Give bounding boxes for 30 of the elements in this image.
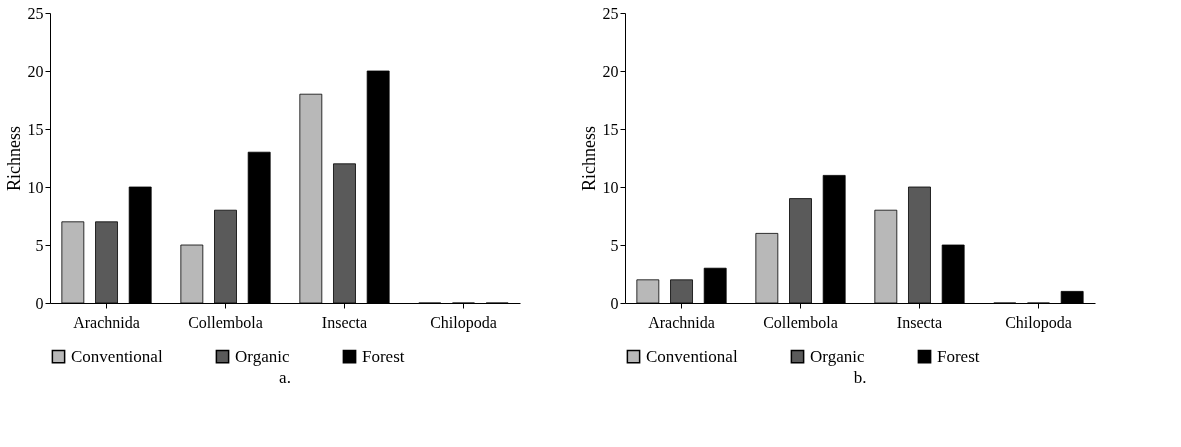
y-tick-label: 15 xyxy=(602,120,619,138)
y-tick-label: 25 xyxy=(602,4,619,22)
x-tick-label: Insecta xyxy=(321,313,368,331)
text: b. xyxy=(853,368,867,387)
legend-label: Forest xyxy=(937,346,980,366)
legend-label: Organic xyxy=(810,346,865,366)
legend-label: Conventional xyxy=(646,346,738,366)
x-tick-label: Chilopoda xyxy=(1005,313,1072,332)
x-tick-label: Collembola xyxy=(188,313,263,331)
legend-label: Conventional xyxy=(71,346,163,366)
y-tick-label: 0 xyxy=(610,294,619,312)
text: a. xyxy=(279,368,291,387)
x-tick-label: Chilopoda xyxy=(430,313,497,332)
y-tick-label: 10 xyxy=(27,178,44,196)
y-tick-label: 15 xyxy=(27,120,44,138)
x-tick-label: Arachnida xyxy=(73,313,140,331)
y-tick-label: 25 xyxy=(27,4,44,22)
x-tick-label: Insecta xyxy=(896,313,943,331)
y-tick-label: 20 xyxy=(27,62,44,80)
legend-label: Forest xyxy=(362,346,405,366)
y-tick-label: 5 xyxy=(35,236,44,254)
legend-label: Organic xyxy=(235,346,290,366)
y-axis-title: Richness xyxy=(3,126,24,191)
y-tick-label: 20 xyxy=(602,62,619,80)
y-tick-label: 5 xyxy=(610,236,619,254)
y-tick-label: 10 xyxy=(602,178,619,196)
y-axis-title: Richness xyxy=(578,126,599,191)
x-tick-label: Collembola xyxy=(763,313,838,331)
y-tick-label: 0 xyxy=(35,294,44,312)
x-tick-label: Arachnida xyxy=(648,313,715,331)
